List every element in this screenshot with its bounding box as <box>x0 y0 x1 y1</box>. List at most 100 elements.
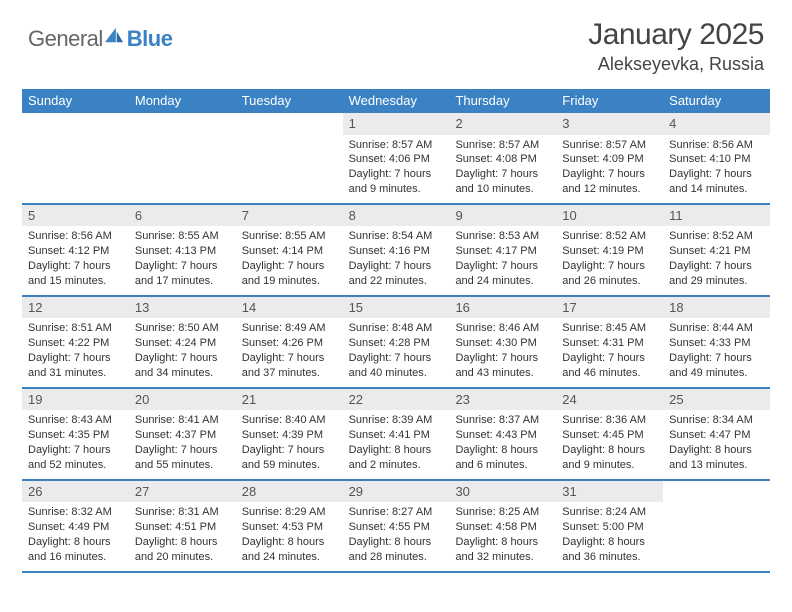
day-cell: 8Sunrise: 8:54 AMSunset: 4:16 PMDaylight… <box>343 205 450 295</box>
day-number: 23 <box>449 389 556 411</box>
sunset-text: Sunset: 4:12 PM <box>28 244 123 259</box>
day-body: Sunrise: 8:56 AMSunset: 4:10 PMDaylight:… <box>663 135 770 203</box>
day-body: Sunrise: 8:39 AMSunset: 4:41 PMDaylight:… <box>343 410 450 478</box>
day-body: Sunrise: 8:45 AMSunset: 4:31 PMDaylight:… <box>556 318 663 386</box>
day-cell: 25Sunrise: 8:34 AMSunset: 4:47 PMDayligh… <box>663 389 770 479</box>
day-body: Sunrise: 8:54 AMSunset: 4:16 PMDaylight:… <box>343 226 450 294</box>
day-number: 29 <box>343 481 450 503</box>
sunrise-text: Sunrise: 8:29 AM <box>242 505 337 520</box>
sunrise-text: Sunrise: 8:39 AM <box>349 413 444 428</box>
day-body: Sunrise: 8:48 AMSunset: 4:28 PMDaylight:… <box>343 318 450 386</box>
sunrise-text: Sunrise: 8:56 AM <box>28 229 123 244</box>
daylight-text: Daylight: 7 hours and 24 minutes. <box>455 259 550 289</box>
day-cell: 24Sunrise: 8:36 AMSunset: 4:45 PMDayligh… <box>556 389 663 479</box>
weekday-header-row: Sunday Monday Tuesday Wednesday Thursday… <box>22 89 770 113</box>
day-body: Sunrise: 8:29 AMSunset: 4:53 PMDaylight:… <box>236 502 343 570</box>
week-row: 26Sunrise: 8:32 AMSunset: 4:49 PMDayligh… <box>22 481 770 573</box>
sunrise-text: Sunrise: 8:57 AM <box>455 138 550 153</box>
daylight-text: Daylight: 7 hours and 29 minutes. <box>669 259 764 289</box>
day-body: Sunrise: 8:32 AMSunset: 4:49 PMDaylight:… <box>22 502 129 570</box>
sunrise-text: Sunrise: 8:54 AM <box>349 229 444 244</box>
week-row: 19Sunrise: 8:43 AMSunset: 4:35 PMDayligh… <box>22 389 770 481</box>
daylight-text: Daylight: 7 hours and 34 minutes. <box>135 351 230 381</box>
daylight-text: Daylight: 7 hours and 22 minutes. <box>349 259 444 289</box>
sunrise-text: Sunrise: 8:32 AM <box>28 505 123 520</box>
day-number: 11 <box>663 205 770 227</box>
sunrise-text: Sunrise: 8:24 AM <box>562 505 657 520</box>
day-cell: 22Sunrise: 8:39 AMSunset: 4:41 PMDayligh… <box>343 389 450 479</box>
day-cell: 15Sunrise: 8:48 AMSunset: 4:28 PMDayligh… <box>343 297 450 387</box>
logo-sail-icon <box>103 26 125 44</box>
sunset-text: Sunset: 4:39 PM <box>242 428 337 443</box>
day-number: 20 <box>129 389 236 411</box>
daylight-text: Daylight: 7 hours and 31 minutes. <box>28 351 123 381</box>
daylight-text: Daylight: 8 hours and 9 minutes. <box>562 443 657 473</box>
daylight-text: Daylight: 7 hours and 19 minutes. <box>242 259 337 289</box>
sunset-text: Sunset: 4:53 PM <box>242 520 337 535</box>
calendar: Sunday Monday Tuesday Wednesday Thursday… <box>22 89 770 573</box>
sunset-text: Sunset: 4:26 PM <box>242 336 337 351</box>
day-body: Sunrise: 8:46 AMSunset: 4:30 PMDaylight:… <box>449 318 556 386</box>
sunrise-text: Sunrise: 8:55 AM <box>242 229 337 244</box>
day-number: 19 <box>22 389 129 411</box>
day-cell: 27Sunrise: 8:31 AMSunset: 4:51 PMDayligh… <box>129 481 236 571</box>
day-cell: 7Sunrise: 8:55 AMSunset: 4:14 PMDaylight… <box>236 205 343 295</box>
daylight-text: Daylight: 8 hours and 16 minutes. <box>28 535 123 565</box>
day-number: 31 <box>556 481 663 503</box>
daylight-text: Daylight: 8 hours and 36 minutes. <box>562 535 657 565</box>
day-number: 10 <box>556 205 663 227</box>
daylight-text: Daylight: 7 hours and 17 minutes. <box>135 259 230 289</box>
week-row: 12Sunrise: 8:51 AMSunset: 4:22 PMDayligh… <box>22 297 770 389</box>
sunrise-text: Sunrise: 8:56 AM <box>669 138 764 153</box>
day-cell <box>22 113 129 203</box>
weekday-header: Monday <box>129 89 236 113</box>
sunrise-text: Sunrise: 8:44 AM <box>669 321 764 336</box>
sunset-text: Sunset: 4:43 PM <box>455 428 550 443</box>
day-number: 6 <box>129 205 236 227</box>
sunset-text: Sunset: 4:21 PM <box>669 244 764 259</box>
day-number <box>236 113 343 117</box>
header: General Blue January 2025 Alekseyevka, R… <box>0 0 792 83</box>
day-body: Sunrise: 8:25 AMSunset: 4:58 PMDaylight:… <box>449 502 556 570</box>
day-body: Sunrise: 8:51 AMSunset: 4:22 PMDaylight:… <box>22 318 129 386</box>
sunset-text: Sunset: 4:41 PM <box>349 428 444 443</box>
day-body: Sunrise: 8:50 AMSunset: 4:24 PMDaylight:… <box>129 318 236 386</box>
sunrise-text: Sunrise: 8:27 AM <box>349 505 444 520</box>
sunset-text: Sunset: 4:14 PM <box>242 244 337 259</box>
day-number: 1 <box>343 113 450 135</box>
sunrise-text: Sunrise: 8:57 AM <box>562 138 657 153</box>
day-body: Sunrise: 8:52 AMSunset: 4:19 PMDaylight:… <box>556 226 663 294</box>
day-body: Sunrise: 8:53 AMSunset: 4:17 PMDaylight:… <box>449 226 556 294</box>
day-cell <box>129 113 236 203</box>
day-number: 9 <box>449 205 556 227</box>
location: Alekseyevka, Russia <box>588 54 764 75</box>
sunset-text: Sunset: 5:00 PM <box>562 520 657 535</box>
day-number: 22 <box>343 389 450 411</box>
day-cell: 26Sunrise: 8:32 AMSunset: 4:49 PMDayligh… <box>22 481 129 571</box>
day-number: 2 <box>449 113 556 135</box>
sunset-text: Sunset: 4:22 PM <box>28 336 123 351</box>
day-body: Sunrise: 8:36 AMSunset: 4:45 PMDaylight:… <box>556 410 663 478</box>
day-body: Sunrise: 8:34 AMSunset: 4:47 PMDaylight:… <box>663 410 770 478</box>
day-cell: 18Sunrise: 8:44 AMSunset: 4:33 PMDayligh… <box>663 297 770 387</box>
day-cell: 19Sunrise: 8:43 AMSunset: 4:35 PMDayligh… <box>22 389 129 479</box>
daylight-text: Daylight: 7 hours and 12 minutes. <box>562 167 657 197</box>
sunrise-text: Sunrise: 8:25 AM <box>455 505 550 520</box>
day-cell: 9Sunrise: 8:53 AMSunset: 4:17 PMDaylight… <box>449 205 556 295</box>
day-number: 14 <box>236 297 343 319</box>
sunrise-text: Sunrise: 8:50 AM <box>135 321 230 336</box>
day-body: Sunrise: 8:41 AMSunset: 4:37 PMDaylight:… <box>129 410 236 478</box>
sunset-text: Sunset: 4:31 PM <box>562 336 657 351</box>
sunrise-text: Sunrise: 8:36 AM <box>562 413 657 428</box>
weekday-header: Tuesday <box>236 89 343 113</box>
day-number <box>663 481 770 485</box>
day-body: Sunrise: 8:55 AMSunset: 4:14 PMDaylight:… <box>236 226 343 294</box>
sunrise-text: Sunrise: 8:57 AM <box>349 138 444 153</box>
day-cell: 28Sunrise: 8:29 AMSunset: 4:53 PMDayligh… <box>236 481 343 571</box>
day-cell: 20Sunrise: 8:41 AMSunset: 4:37 PMDayligh… <box>129 389 236 479</box>
day-number: 16 <box>449 297 556 319</box>
daylight-text: Daylight: 7 hours and 9 minutes. <box>349 167 444 197</box>
day-number: 5 <box>22 205 129 227</box>
month-title: January 2025 <box>588 18 764 52</box>
sunset-text: Sunset: 4:10 PM <box>669 152 764 167</box>
